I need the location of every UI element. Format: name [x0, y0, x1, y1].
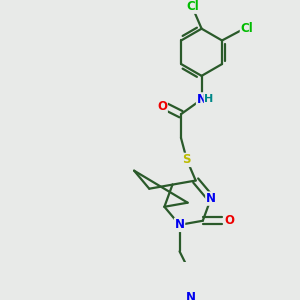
- Text: H: H: [205, 94, 214, 104]
- Text: O: O: [224, 214, 234, 227]
- Text: O: O: [157, 100, 167, 113]
- Text: N: N: [196, 93, 207, 106]
- Text: N: N: [186, 291, 197, 300]
- Text: N: N: [175, 218, 184, 231]
- Text: N: N: [206, 192, 216, 205]
- Text: S: S: [183, 153, 191, 167]
- Text: Cl: Cl: [186, 0, 199, 13]
- Text: Cl: Cl: [240, 22, 253, 35]
